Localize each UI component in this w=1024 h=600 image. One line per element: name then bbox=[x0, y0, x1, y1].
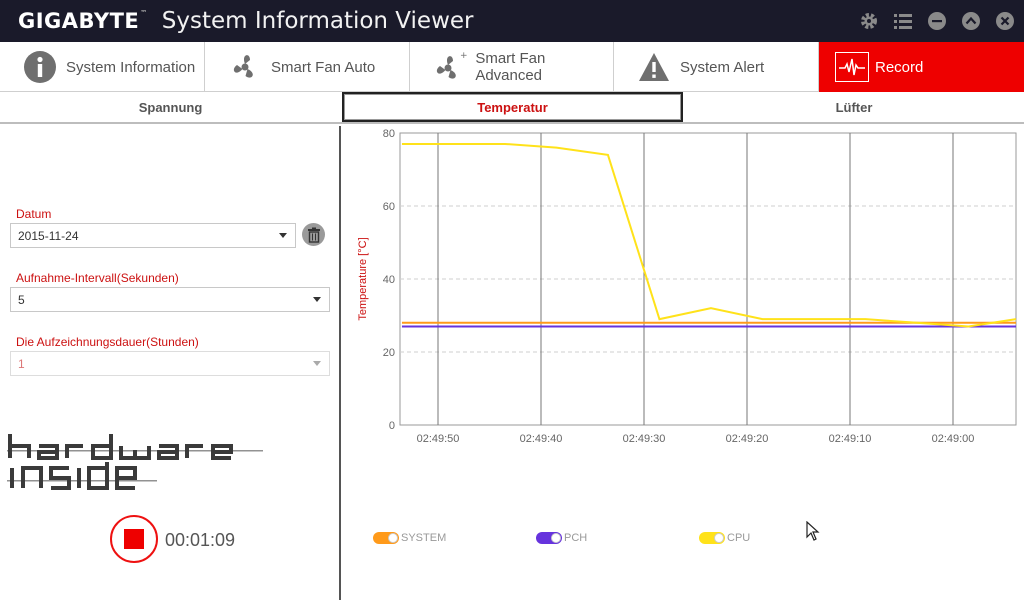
duration-value: 1 bbox=[18, 356, 25, 371]
series-line-cpu bbox=[401, 142, 1017, 328]
window-controls bbox=[858, 0, 1016, 42]
tab-label: Smart Fan Advanced bbox=[475, 50, 546, 84]
interval-label: Aufnahme-Intervall(Sekunden) bbox=[16, 271, 179, 285]
svg-text:+: + bbox=[460, 51, 468, 61]
tab-system-alert[interactable]: System Alert bbox=[614, 42, 819, 92]
tab-smart-fan-auto[interactable]: Smart Fan Auto bbox=[205, 42, 410, 92]
y-tick-label: 80 bbox=[383, 128, 395, 140]
tab-label: System Information bbox=[66, 58, 196, 76]
info-icon bbox=[20, 47, 60, 87]
x-tick-label: 02:49:50 bbox=[417, 433, 460, 445]
legend-cpu[interactable]: CPU bbox=[699, 532, 750, 544]
date-select[interactable]: 2015-11-24 bbox=[10, 223, 296, 248]
pch-toggle[interactable] bbox=[536, 532, 562, 544]
fan-plus-icon: + bbox=[430, 47, 469, 87]
mouse-cursor-icon bbox=[806, 520, 820, 546]
date-value: 2015-11-24 bbox=[18, 228, 79, 243]
duration-select: 1 bbox=[10, 351, 330, 376]
x-tick-label: 02:49:00 bbox=[932, 433, 975, 445]
tab-system-information[interactable]: System Information bbox=[0, 42, 205, 92]
legend-label: CPU bbox=[727, 532, 751, 544]
warning-icon bbox=[634, 47, 674, 87]
interval-value: 5 bbox=[18, 292, 25, 307]
main-nav: System Information Smart Fan Auto + Smar… bbox=[0, 42, 1024, 92]
stop-record-button[interactable] bbox=[110, 515, 158, 563]
subtab-temperatur[interactable]: Temperatur bbox=[342, 92, 683, 122]
tab-record[interactable]: Record bbox=[819, 42, 1024, 92]
legend-label: PCH bbox=[564, 532, 588, 544]
cpu-toggle[interactable] bbox=[699, 532, 725, 544]
gear-icon[interactable] bbox=[858, 10, 880, 32]
tab-label: System Alert bbox=[680, 58, 765, 76]
date-label: Datum bbox=[16, 207, 52, 221]
x-tick-label: 02:49:30 bbox=[623, 433, 666, 445]
subtab-luefter[interactable]: Lüfter bbox=[835, 99, 873, 115]
x-tick-label: 02:49:10 bbox=[829, 433, 872, 445]
hardware-inside-logo bbox=[7, 432, 263, 497]
y-axis-label: Temperature [°C] bbox=[357, 237, 369, 320]
chevron-down-icon bbox=[313, 361, 321, 366]
record-elapsed-time: 00:01:09 bbox=[165, 530, 236, 550]
close-icon[interactable] bbox=[994, 10, 1016, 32]
subtab-spannung[interactable]: Spannung bbox=[138, 99, 203, 115]
legend-pch[interactable]: PCH bbox=[536, 532, 587, 544]
collapse-icon[interactable] bbox=[960, 10, 982, 32]
x-tick-label: 02:49:20 bbox=[726, 433, 769, 445]
tab-smart-fan-advanced[interactable]: + Smart Fan Advanced bbox=[410, 42, 614, 92]
trash-icon[interactable] bbox=[302, 223, 325, 246]
brand-logo: GIGABYTE™ bbox=[18, 9, 148, 33]
y-tick-label: 20 bbox=[383, 347, 395, 359]
app-title: System Information Viewer bbox=[161, 8, 474, 34]
stop-icon bbox=[124, 529, 144, 549]
tab-label: Smart Fan Auto bbox=[271, 58, 376, 76]
temperature-chart: 0 20 40 60 80 02:49:50 02:49:40 02:49:30 02:49:2… bbox=[343, 126, 1024, 600]
legend-system[interactable]: SYSTEM bbox=[373, 532, 446, 544]
fan-icon bbox=[225, 47, 265, 87]
legend-label: SYSTEM bbox=[401, 532, 447, 544]
record-settings-panel: Datum 2015-11-24 Aufnahme-Intervall(Seku… bbox=[0, 126, 341, 600]
chevron-down-icon bbox=[279, 233, 287, 238]
y-tick-label: 40 bbox=[383, 274, 395, 286]
pulse-icon bbox=[835, 52, 869, 82]
sub-tabs: Spannung Temperatur Lüfter bbox=[0, 92, 1024, 124]
x-tick-label: 02:49:40 bbox=[520, 433, 563, 445]
chevron-down-icon bbox=[313, 297, 321, 302]
interval-select[interactable]: 5 bbox=[10, 287, 330, 312]
system-toggle[interactable] bbox=[373, 532, 399, 544]
minimize-icon[interactable] bbox=[926, 10, 948, 32]
y-tick-label: 0 bbox=[389, 420, 395, 432]
duration-label: Die Aufzeichnungsdauer(Stunden) bbox=[16, 335, 199, 349]
list-icon[interactable] bbox=[892, 10, 914, 32]
title-bar: GIGABYTE™ System Information Viewer bbox=[0, 0, 1024, 42]
chart-canvas: 0 20 40 60 80 02:49:50 02:49:40 02:49:30 02:49:2… bbox=[357, 128, 1017, 445]
tab-label: Record bbox=[875, 58, 924, 76]
y-tick-label: 60 bbox=[383, 201, 395, 213]
